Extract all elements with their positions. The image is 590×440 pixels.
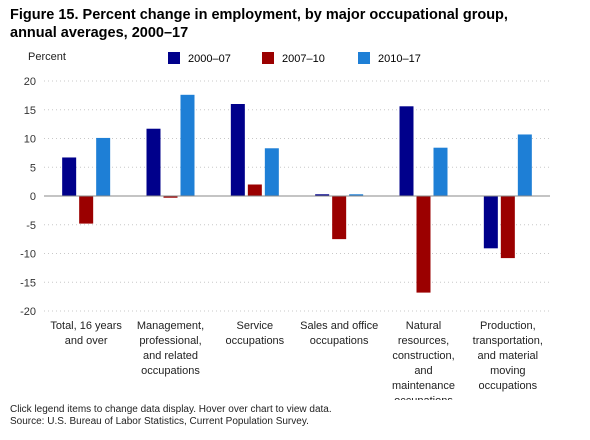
- bar[interactable]: [500, 196, 515, 259]
- y-tick-label: 15: [24, 105, 36, 117]
- bar-chart[interactable]: 2000–07 2007–10 2010–17 Percent 20 15 10 5 0 -5…: [0, 0, 590, 400]
- bar[interactable]: [247, 184, 262, 197]
- category-label-line: and material: [478, 350, 539, 362]
- category-label: Natural resources, construction, and mainten…: [392, 320, 455, 400]
- y-axis-ticks: 20 15 10 5 0 -5 -10 -15 -20: [20, 76, 36, 318]
- bar[interactable]: [180, 94, 195, 196]
- category-label-line: Total, 16 years: [50, 320, 122, 332]
- category-label-line: Management,: [137, 320, 204, 332]
- category-label: Total, 16 years and over: [50, 320, 122, 347]
- y-tick-label: 0: [30, 191, 36, 203]
- footer-notes: Click legend items to change data displa…: [10, 404, 580, 428]
- y-tick-label: -5: [26, 220, 36, 232]
- bar[interactable]: [399, 106, 414, 196]
- category-label-line: Sales and office: [300, 320, 378, 332]
- category-label-line: Service: [236, 320, 273, 332]
- category-label-line: resources,: [398, 335, 449, 347]
- chart-title-line-1: Figure 15. Percent change in employment,…: [10, 7, 508, 23]
- footer-note: Click legend items to change data displa…: [10, 404, 332, 415]
- bar[interactable]: [96, 137, 111, 196]
- bar[interactable]: [332, 196, 347, 240]
- bar[interactable]: [62, 157, 77, 196]
- category-label: Sales and office occupations: [300, 320, 378, 347]
- chart-title: Figure 15. Percent change in employment,…: [10, 6, 580, 42]
- category-label-line: transportation,: [473, 335, 543, 347]
- y-tick-label: 5: [30, 162, 36, 174]
- y-tick-label: 10: [24, 134, 36, 146]
- legend-label[interactable]: 2010–17: [378, 53, 421, 65]
- y-tick-label: -15: [20, 277, 36, 289]
- category-label-line: construction,: [392, 350, 454, 362]
- y-tick-label: 20: [24, 76, 36, 88]
- bar[interactable]: [517, 134, 532, 196]
- legend-label[interactable]: 2007–10: [282, 53, 325, 65]
- category-label-line: occupations: [225, 335, 284, 347]
- bar[interactable]: [483, 196, 498, 249]
- category-label-line: and related: [143, 350, 198, 362]
- category-label-line: occupations: [310, 335, 369, 347]
- bar[interactable]: [433, 147, 448, 196]
- category-label-line: and over: [65, 335, 108, 347]
- category-label-line: professional,: [139, 335, 201, 347]
- y-tick-label: -20: [20, 306, 36, 318]
- category-labels: Total, 16 years and over Management, profes…: [50, 320, 543, 400]
- legend-item[interactable]: 2007–10: [262, 52, 325, 65]
- bar[interactable]: [315, 194, 330, 196]
- category-label-line: and: [414, 365, 432, 377]
- category-label-line: occupations: [141, 365, 200, 377]
- category-label: Production, transportation, and material mo…: [473, 320, 543, 392]
- bar[interactable]: [79, 196, 94, 224]
- category-label-line: maintenance: [392, 380, 455, 392]
- y-tick-label: -10: [20, 249, 36, 261]
- legend[interactable]: 2000–07 2007–10 2010–17: [168, 52, 421, 65]
- category-label-line: moving: [490, 365, 525, 377]
- bar[interactable]: [230, 104, 245, 196]
- y-axis-label: Percent: [28, 51, 66, 63]
- chart-title-line-2: annual averages, 2000–17: [10, 25, 189, 41]
- legend-swatch[interactable]: [262, 52, 274, 64]
- legend-swatch[interactable]: [168, 52, 180, 64]
- category-label: Management, professional, and related occup…: [137, 320, 204, 377]
- bar[interactable]: [163, 196, 178, 198]
- category-label: Service occupations: [225, 320, 284, 347]
- category-label-line: Natural: [406, 320, 441, 332]
- legend-swatch[interactable]: [358, 52, 370, 64]
- bar[interactable]: [146, 128, 161, 196]
- footer-source: Source: U.S. Bureau of Labor Statistics,…: [10, 416, 309, 427]
- bar[interactable]: [264, 148, 279, 196]
- category-label-line: occupations: [478, 380, 537, 392]
- category-label-line: Production,: [480, 320, 536, 332]
- bar[interactable]: [349, 194, 364, 196]
- legend-item[interactable]: 2010–17: [358, 52, 421, 65]
- bars[interactable]: [62, 94, 532, 293]
- legend-label[interactable]: 2000–07: [188, 53, 231, 65]
- category-label-line: occupations: [394, 395, 453, 400]
- legend-item[interactable]: 2000–07: [168, 52, 231, 65]
- bar[interactable]: [416, 196, 431, 293]
